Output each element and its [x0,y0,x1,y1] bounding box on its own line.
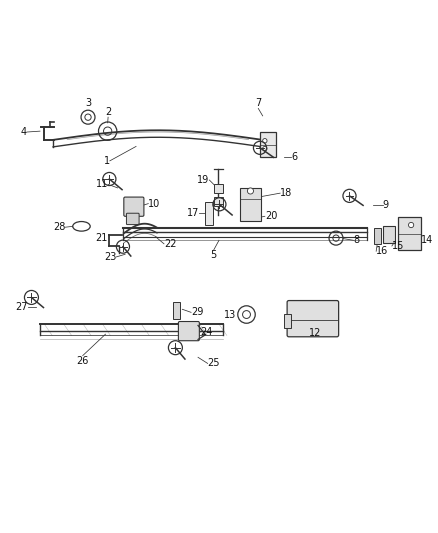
FancyBboxPatch shape [124,197,144,216]
Circle shape [247,188,254,194]
Text: 2: 2 [105,107,111,117]
Text: 16: 16 [376,246,389,256]
Text: 4: 4 [21,127,27,137]
Bar [240,188,261,221]
Bar [260,132,276,157]
Text: 26: 26 [77,356,89,366]
Text: 28: 28 [53,222,65,232]
Text: 5: 5 [211,250,217,260]
Bar [205,202,213,224]
Text: 19: 19 [197,175,209,185]
Text: 29: 29 [191,308,203,317]
Text: 24: 24 [201,327,213,337]
FancyBboxPatch shape [178,321,199,341]
Text: 7: 7 [255,99,261,108]
Text: 20: 20 [265,211,277,221]
Text: 14: 14 [421,235,433,245]
Bar [398,217,421,251]
Bar [285,313,290,328]
Circle shape [409,222,414,228]
Text: 12: 12 [309,328,321,338]
Text: 8: 8 [353,235,360,245]
Bar [383,226,395,244]
Text: 22: 22 [164,239,177,249]
Text: 21: 21 [95,233,107,243]
Bar [214,184,223,193]
Text: 27: 27 [15,302,28,312]
Circle shape [263,147,267,151]
Text: 10: 10 [148,199,160,208]
Circle shape [263,139,267,143]
Text: 3: 3 [85,98,91,108]
Text: 13: 13 [224,310,237,319]
Bar [173,302,180,319]
Text: 15: 15 [392,241,404,251]
Text: 6: 6 [291,152,297,163]
Text: 17: 17 [187,208,199,218]
FancyBboxPatch shape [127,213,139,224]
Text: 11: 11 [96,180,108,189]
Bar [214,197,223,206]
FancyBboxPatch shape [287,301,339,337]
Bar [374,228,381,244]
Text: 23: 23 [104,252,117,262]
Text: 25: 25 [208,358,220,368]
Text: 18: 18 [280,188,293,198]
Text: 1: 1 [104,156,110,166]
Text: 9: 9 [383,200,389,211]
